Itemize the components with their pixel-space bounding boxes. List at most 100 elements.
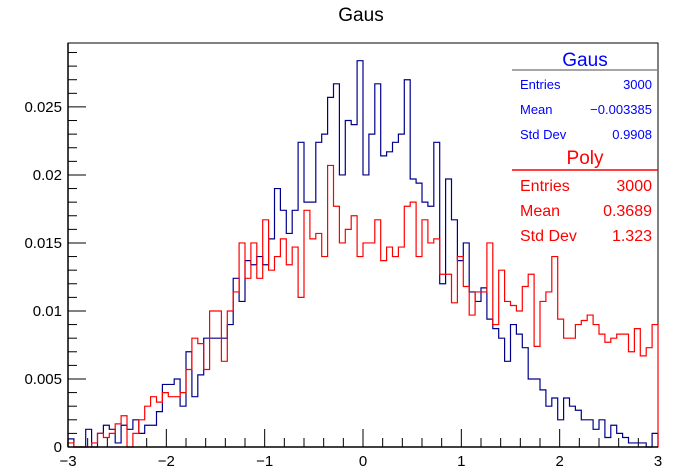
histogram-bin — [363, 243, 369, 447]
histogram-bin — [387, 247, 393, 447]
histogram-bin — [469, 315, 475, 447]
histogram-bin — [204, 369, 210, 447]
histogram-bin — [275, 257, 281, 447]
histogram-bin — [280, 239, 286, 447]
x-tick-label: −2 — [158, 453, 175, 470]
histogram-bin — [345, 229, 351, 447]
histogram-bin — [463, 286, 469, 447]
histogram-bin — [546, 292, 552, 447]
histogram-bin — [605, 342, 611, 447]
histogram-bin — [186, 369, 192, 447]
histogram-bin — [564, 338, 570, 447]
histogram-bin — [404, 206, 410, 447]
stats-box-gaus: Gaus Entries 3000 Mean −0.003385 Std Dev… — [512, 50, 658, 142]
histogram-bin — [192, 338, 198, 447]
histogram-bin — [98, 433, 104, 447]
histogram-bin — [357, 257, 363, 447]
x-tick-label: −3 — [59, 453, 76, 470]
histogram-bin — [210, 311, 216, 447]
histogram-bin — [127, 429, 133, 447]
x-tick-label: 2 — [555, 453, 563, 470]
histogram-bin — [534, 346, 540, 447]
x-axis: −3 −2 −1 0 1 2 3 — [59, 429, 662, 470]
histogram-bin — [174, 397, 180, 447]
histogram-bin — [304, 210, 310, 447]
histogram-bin — [428, 243, 434, 447]
histogram-bin — [434, 239, 440, 447]
histogram-bin — [593, 325, 599, 447]
stats-value: 0.3689 — [603, 203, 652, 220]
histogram-bin — [581, 320, 587, 447]
y-axis: 0 0.005 0.01 0.015 0.02 0.025 — [24, 52, 86, 456]
y-tick-label: 0.02 — [33, 167, 62, 184]
stats-value: 1.323 — [612, 228, 652, 245]
histogram-bin — [540, 301, 546, 447]
histogram-bin — [452, 303, 458, 447]
histogram-bin — [440, 274, 446, 447]
series-poly-line — [67, 164, 659, 448]
histogram-bin — [617, 334, 623, 447]
x-tick-label: 1 — [457, 453, 465, 470]
histogram-bin — [634, 329, 640, 447]
histogram-bin — [552, 257, 558, 447]
histogram-bin — [570, 338, 576, 447]
histogram-bin — [233, 292, 239, 447]
stats-label: Entries — [520, 77, 561, 92]
histogram-bin — [109, 433, 115, 447]
histogram-bin — [558, 319, 564, 447]
histogram-bin — [499, 270, 505, 447]
histogram-bin — [245, 278, 251, 447]
histogram-bin — [629, 352, 635, 447]
histogram-bin — [251, 243, 257, 447]
histogram-bin — [611, 338, 617, 447]
histogram-bin — [381, 261, 387, 447]
histogram-bin — [475, 292, 481, 447]
stats-label: Std Dev — [520, 127, 567, 142]
histogram-bin — [623, 334, 629, 447]
histogram-bin — [133, 433, 139, 447]
histogram-bin — [316, 233, 322, 447]
histogram-bin — [339, 243, 345, 447]
histogram-bin — [416, 257, 422, 447]
histogram-bin — [145, 406, 151, 447]
histogram-bin — [522, 286, 528, 447]
histogram-bin — [310, 239, 316, 447]
x-tick-label: −1 — [256, 453, 273, 470]
stats-value: 0.9908 — [612, 127, 652, 142]
histogram-bin — [393, 257, 399, 447]
histogram-bin — [422, 220, 428, 447]
histogram-bin — [599, 334, 605, 447]
histogram-bin — [481, 292, 487, 447]
histogram-bin — [269, 270, 275, 447]
y-tick-label: 0 — [54, 439, 62, 456]
histogram-bin — [162, 393, 168, 447]
histogram-bin — [369, 243, 375, 447]
histogram-bin — [334, 206, 340, 447]
histogram-bin — [239, 243, 245, 447]
histogram-bin — [157, 402, 163, 447]
series-gaus-line — [67, 60, 659, 448]
histogram-bin — [457, 257, 463, 447]
histogram-bin — [257, 278, 263, 447]
stats-title-poly: Poly — [567, 148, 604, 169]
histogram-bin — [168, 397, 174, 447]
histogram-bin — [375, 220, 381, 447]
histogram-bin — [493, 325, 499, 447]
histogram-bin — [198, 344, 204, 447]
stats-title-gaus: Gaus — [562, 50, 607, 71]
histogram-bin — [103, 437, 109, 447]
histogram-bin — [139, 420, 145, 447]
histogram-bin — [328, 165, 334, 447]
histogram-bin — [292, 247, 298, 447]
stats-box-poly: Poly Entries 3000 Mean 0.3689 Std Dev 1.… — [512, 144, 658, 250]
histogram-bin — [446, 274, 452, 447]
stats-value: 3000 — [616, 178, 652, 195]
histogram-bin — [516, 311, 522, 447]
histogram-bin — [652, 325, 658, 447]
x-tick-label: 0 — [359, 453, 367, 470]
histogram-bin — [511, 306, 517, 447]
histogram-bin — [646, 348, 652, 447]
histogram-bin — [322, 257, 328, 447]
stats-label: Entries — [520, 178, 570, 195]
